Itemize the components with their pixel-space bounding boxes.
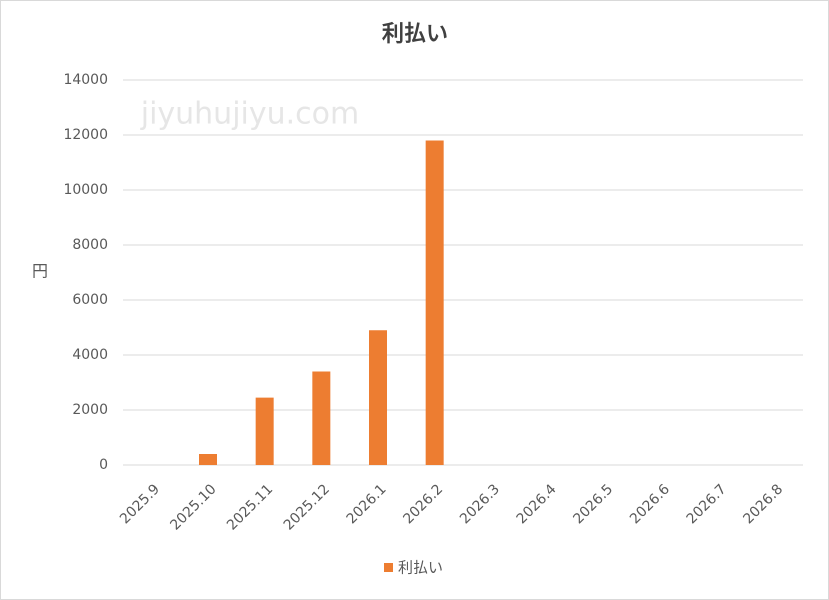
y-tick-label: 10000 [63,182,108,198]
y-axis-label: 円 [32,262,48,281]
y-tick-label: 4000 [72,347,108,363]
bar [199,454,217,465]
chart-title: 利払い [382,22,448,47]
bar [425,140,444,465]
y-tick-label: 14000 [63,72,108,88]
y-tick-label: 12000 [63,127,108,143]
legend-swatch [384,563,393,572]
bar [255,397,274,465]
y-tick-label: 8000 [72,237,108,253]
y-tick-label: 6000 [72,292,108,308]
y-tick-label: 0 [99,457,108,473]
bar [369,330,387,465]
bar [312,371,331,465]
y-tick-label: 2000 [72,402,108,418]
legend-label: 利払い [398,559,443,577]
watermark: jiyuhujiyu.com [140,97,360,132]
